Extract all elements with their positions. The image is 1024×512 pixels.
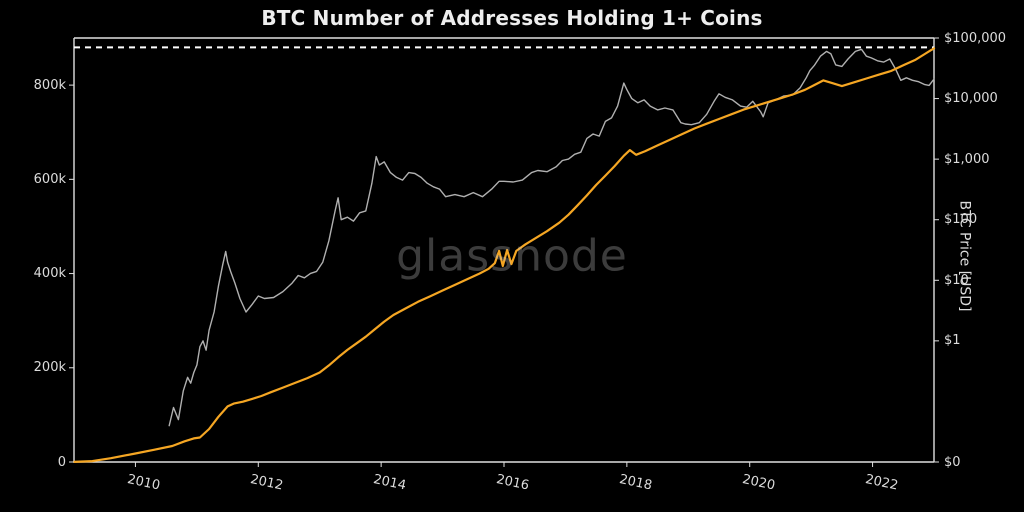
- tick-label: 0: [58, 455, 66, 470]
- tick-label: 800k: [34, 78, 66, 93]
- chart-container: BTC Number of Addresses Holding 1+ Coins…: [0, 0, 1024, 512]
- plot-area: [0, 0, 1024, 512]
- tick-label: $0: [944, 455, 961, 470]
- tick-label: $1,000: [944, 152, 990, 167]
- tick-label: $1: [944, 333, 961, 348]
- tick-label: $100: [944, 212, 977, 227]
- tick-label: 600k: [34, 172, 66, 187]
- tick-label: $100,000: [944, 31, 1006, 46]
- tick-label: $10,000: [944, 91, 998, 106]
- tick-label: $10: [944, 273, 969, 288]
- tick-label: 200k: [34, 360, 66, 375]
- tick-label: 400k: [34, 266, 66, 281]
